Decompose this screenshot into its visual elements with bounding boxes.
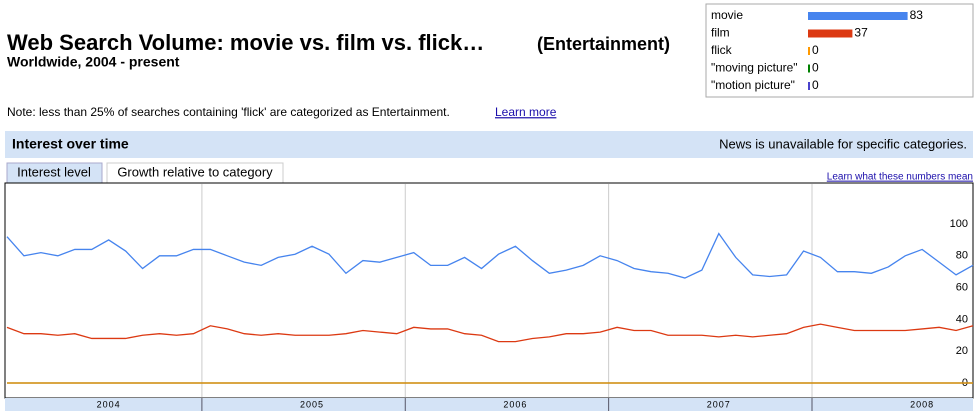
page-title: Web Search Volume: movie vs. film vs. fl… [7,30,484,55]
legend-bar [808,64,810,73]
legend-bar [808,29,853,38]
note: Note: less than 25% of searches containi… [7,105,450,119]
legend-label: movie [711,8,743,22]
learn-more-link[interactable]: Learn more [495,105,557,119]
x-tick-label: 2005 [300,399,324,409]
category-label: (Entertainment) [537,34,670,54]
y-tick-label: 60 [956,282,968,294]
series-line [6,232,974,279]
legend-label: film [711,26,730,40]
plot-area [4,182,974,399]
legend-label: "moving picture" [711,61,798,75]
legend-label: "motion picture" [711,78,795,92]
x-tick-label: 2006 [503,399,527,409]
y-tick-label: 20 [956,345,968,357]
y-tick-label: 100 [950,218,968,230]
help-link[interactable]: Learn what these numbers mean [827,172,973,183]
x-axis-strip [5,398,973,411]
legend-label: flick [711,43,733,57]
legend-value: 0 [812,43,819,57]
legend-value: 83 [910,8,924,22]
news-note: News is unavailable for specific categor… [719,136,967,151]
x-tick-label: 2004 [97,399,121,409]
tab-label[interactable]: Interest level [17,164,91,179]
legend-value: 37 [854,26,868,40]
tab-label[interactable]: Growth relative to category [117,164,273,179]
legend-bar [808,82,810,90]
series-line [6,323,974,343]
y-tick-label: 40 [956,313,968,325]
subtitle: Worldwide, 2004 - present [7,54,180,70]
legend-value: 0 [812,78,819,92]
legend-value: 0 [812,61,819,75]
section-title: Interest over time [12,136,129,152]
section-bar [5,131,973,158]
x-tick-label: 2008 [910,399,934,409]
x-tick-label: 2007 [707,399,731,409]
legend-bar [808,47,810,55]
y-tick-label: 80 [956,250,968,262]
legend-bar [808,12,908,20]
